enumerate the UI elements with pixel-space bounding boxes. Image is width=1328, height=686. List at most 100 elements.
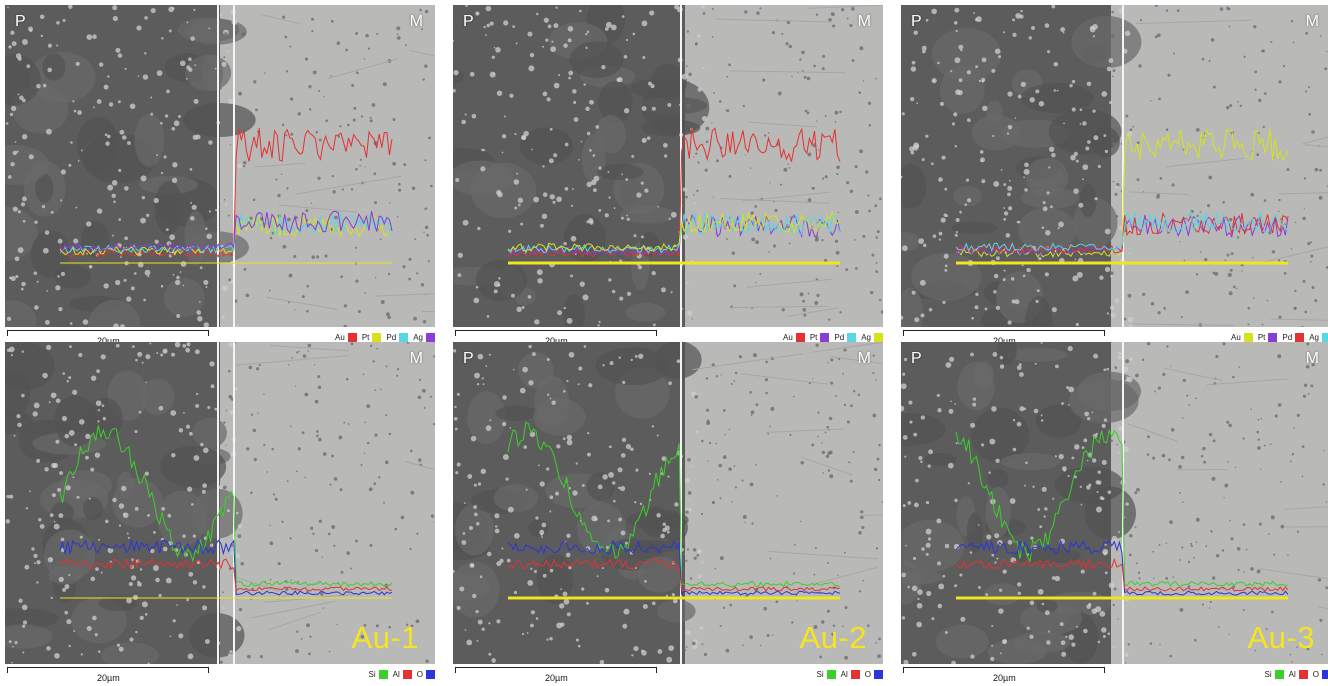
matrix-pore xyxy=(749,635,753,639)
inclusion-speck xyxy=(458,253,463,258)
matrix-pore xyxy=(315,400,319,404)
inclusion-speck xyxy=(147,514,150,517)
inclusion-speck xyxy=(602,364,604,366)
inclusion-speck xyxy=(1097,480,1101,484)
inclusion-speck xyxy=(589,149,592,152)
sem-micrograph xyxy=(5,5,435,327)
inclusion-speck xyxy=(21,202,25,206)
inclusion-speck xyxy=(58,239,63,244)
element-legend: Si Al O xyxy=(817,670,883,679)
matrix-pore xyxy=(715,568,716,569)
matrix-pore xyxy=(1140,19,1142,21)
inclusion-speck xyxy=(69,345,72,348)
scale-label: 20µm xyxy=(993,673,1016,683)
inclusion-speck xyxy=(944,188,947,191)
inclusion-speck xyxy=(205,639,210,644)
inclusion-speck xyxy=(1107,312,1109,314)
matrix-pore xyxy=(827,562,829,564)
inclusion-speck xyxy=(1102,424,1106,428)
matrix-pore xyxy=(291,579,292,580)
inclusion-speck xyxy=(36,459,40,463)
matrix-pore xyxy=(228,215,230,217)
legend-swatch xyxy=(1244,333,1253,342)
matrix-pore xyxy=(800,521,801,522)
inclusion-speck xyxy=(943,575,946,578)
inclusion-speck xyxy=(477,227,480,230)
matrix-pore xyxy=(1231,252,1234,255)
matrix-pore xyxy=(373,172,376,175)
inclusion-speck xyxy=(565,187,569,191)
matrix-pore xyxy=(1132,126,1134,128)
matrix-pore xyxy=(1320,35,1322,37)
matrix-pore xyxy=(1207,204,1210,207)
element-legend: Au Pt Pd Ag xyxy=(783,333,883,342)
inclusion-speck xyxy=(121,486,126,491)
inclusion-speck xyxy=(1010,498,1016,504)
inclusion-speck xyxy=(81,150,83,152)
inclusion-speck xyxy=(1058,227,1060,229)
inclusion-speck xyxy=(205,286,207,288)
matrix-pore xyxy=(816,14,818,16)
matrix-pore xyxy=(1247,307,1250,310)
matrix-pore xyxy=(1247,323,1249,325)
inclusion-speck xyxy=(910,97,914,101)
inclusion-speck xyxy=(1048,631,1050,633)
inclusion-speck xyxy=(1054,62,1059,67)
matrix-pore xyxy=(742,479,744,481)
inclusion-speck xyxy=(15,256,20,261)
legend-swatch xyxy=(426,670,435,679)
inclusion-speck xyxy=(555,6,557,8)
matrix-pore xyxy=(845,606,848,609)
panel-footer: 20µm Si Al O xyxy=(5,664,435,686)
matrix-pore xyxy=(317,375,320,378)
inclusion-speck xyxy=(171,127,175,131)
inclusion-speck xyxy=(91,577,96,582)
inclusion-speck xyxy=(938,583,944,589)
inclusion-speck xyxy=(598,166,601,169)
inclusion-speck xyxy=(140,568,142,570)
inclusion-speck xyxy=(1061,402,1064,405)
inclusion-speck xyxy=(538,464,540,466)
matrix-pore xyxy=(701,440,704,443)
inclusion-speck xyxy=(64,611,68,615)
inclusion-speck xyxy=(1128,317,1133,322)
matrix-pore xyxy=(1200,251,1202,253)
inclusion-speck xyxy=(130,103,136,109)
matrix-pore xyxy=(789,243,791,245)
inclusion-speck xyxy=(69,645,71,647)
matrix-pore xyxy=(323,607,324,608)
matrix-pore xyxy=(383,502,385,504)
matrix-pore xyxy=(731,501,732,502)
matrix-pore xyxy=(1293,427,1295,429)
inclusion-speck xyxy=(605,213,609,217)
matrix-pore xyxy=(712,36,714,38)
matrix-pore xyxy=(270,237,273,240)
matrix-pore xyxy=(816,294,819,297)
matrix-pore xyxy=(1179,241,1180,242)
inclusion-speck xyxy=(543,192,548,197)
inclusion-speck xyxy=(222,315,225,318)
matrix-pore xyxy=(416,272,418,274)
inclusion-speck xyxy=(516,42,518,44)
matrix-pore xyxy=(836,173,838,175)
matrix-pore xyxy=(355,280,358,283)
inclusion-speck xyxy=(190,216,195,221)
inclusion-speck xyxy=(23,220,26,223)
inclusion-speck xyxy=(167,514,171,518)
inclusion-speck xyxy=(18,599,22,603)
matrix-pore xyxy=(836,165,840,169)
matrix-pore xyxy=(1191,545,1193,547)
inclusion-speck xyxy=(18,210,21,213)
inclusion-speck xyxy=(981,78,985,82)
inclusion-speck xyxy=(463,220,469,226)
inclusion-speck xyxy=(513,369,515,371)
matrix-pore xyxy=(685,510,688,513)
inclusion-speck xyxy=(1098,641,1101,644)
matrix-pore xyxy=(802,70,804,72)
matrix-pore xyxy=(793,396,794,397)
inclusion-speck xyxy=(1072,107,1076,111)
inclusion-speck xyxy=(1093,592,1097,596)
matrix-pore xyxy=(759,273,761,275)
inclusion-speck xyxy=(472,114,477,119)
inclusion-speck xyxy=(668,381,672,385)
